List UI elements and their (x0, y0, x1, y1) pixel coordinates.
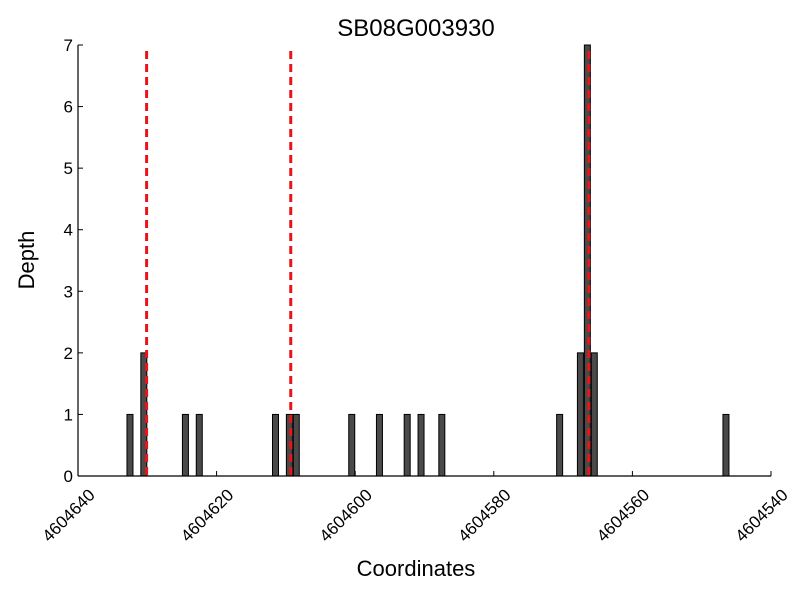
bar (348, 413, 356, 477)
bar (590, 352, 598, 477)
bar (375, 413, 383, 477)
x-axis-label: Coordinates (357, 556, 476, 581)
y-tick-label: 3 (64, 282, 73, 301)
x-tick-label: 4604600 (316, 485, 376, 545)
bar (403, 413, 411, 477)
bar (556, 413, 564, 477)
x-tick-label: 4604540 (732, 485, 792, 545)
y-tick-label: 5 (64, 159, 73, 178)
x-tick-label: 4604640 (39, 485, 99, 545)
bars-layer (126, 44, 730, 477)
y-ticks-layer: 0 1 2 3 4 5 6 7 (64, 36, 83, 486)
plot-area: 4604640 4604620 4604600 4604580 4604560 46045… (39, 36, 792, 546)
axes-layer (77, 45, 771, 477)
y-tick-label: 4 (64, 221, 73, 240)
x-tick-label: 4604560 (593, 485, 653, 545)
bar (181, 413, 189, 477)
bar (438, 413, 446, 477)
y-tick-label: 0 (64, 467, 73, 486)
x-tick-label: 4604580 (454, 485, 514, 545)
y-axis-label: Depth (14, 231, 39, 290)
bar (272, 413, 279, 477)
reference-lines-layer (145, 51, 591, 476)
chart-title: SB08G003930 (337, 15, 494, 42)
x-ticks-layer: 4604640 4604620 4604600 4604580 4604560 46045… (39, 471, 792, 546)
y-tick-label: 7 (64, 36, 73, 55)
y-tick-label: 2 (64, 344, 73, 363)
bar (417, 413, 425, 477)
bar (126, 413, 134, 477)
y-tick-label: 6 (64, 98, 73, 117)
bar (576, 352, 584, 477)
y-tick-label: 1 (64, 405, 73, 424)
bar (722, 413, 730, 477)
bar (195, 413, 203, 477)
bar (292, 413, 300, 477)
x-tick-label: 4604620 (177, 485, 237, 545)
